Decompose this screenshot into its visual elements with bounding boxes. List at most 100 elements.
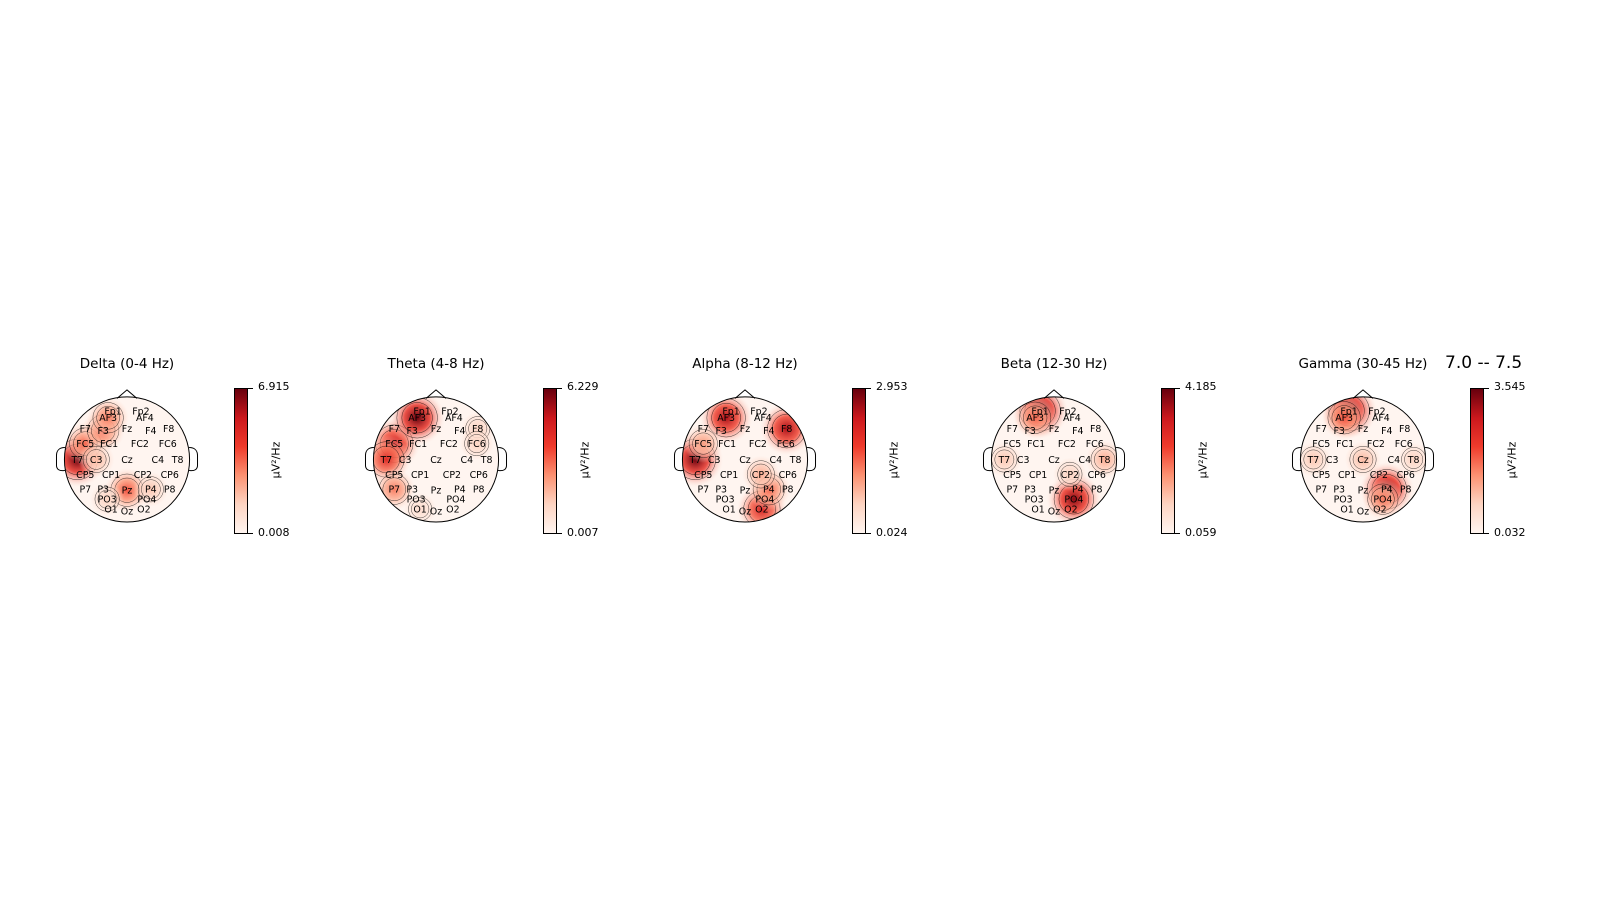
electrode-label: Pz	[740, 486, 751, 497]
power-hotspot	[1362, 478, 1404, 521]
electrode-label: CP6	[161, 470, 179, 481]
panel-title: Theta (4-8 Hz)	[387, 356, 485, 372]
band-panel: Delta (0-4 Hz) Fp1 Fp2 AF3 AF4 F7 F3 Fz F4 F8 FC5 F…	[22, 350, 322, 550]
electrode-label: F7	[1316, 424, 1327, 435]
electrode-label: Pz	[431, 486, 442, 497]
electrode-label: FC2	[1367, 439, 1385, 450]
power-map	[1300, 396, 1426, 521]
colorbar-max-label: 6.915	[258, 380, 290, 393]
colorbar-max-label: 2.953	[876, 380, 908, 393]
electrode-label: Cz	[430, 455, 442, 466]
electrode-label: P4	[454, 485, 466, 496]
electrode-label: Cz	[1357, 455, 1369, 466]
electrode-label: CP6	[1397, 470, 1415, 481]
colorbar-tick	[866, 388, 871, 389]
left-ear-outline	[55, 447, 66, 472]
electrode-label: CP2	[443, 470, 461, 481]
colorbar	[1161, 388, 1175, 534]
electrode-label: Pz	[1049, 486, 1060, 497]
electrode-label: P8	[164, 485, 176, 496]
electrode-label: Fz	[1049, 424, 1059, 435]
power-hotspot	[1053, 457, 1087, 492]
electrode-label: AF4	[1372, 413, 1390, 424]
electrode-label: F4	[454, 426, 465, 437]
colorbar	[234, 388, 248, 534]
colorbar-min-label: 0.008	[258, 526, 290, 539]
topomap: Fp1 Fp2 AF3 AF4 F7 F3 Fz F4 F8 FC5 FC1 FC2 FC6 T7 C3 Cz…	[1291, 389, 1435, 523]
electrode-label: P3	[1333, 485, 1345, 496]
right-ear-outline	[1424, 447, 1435, 472]
power-map	[991, 396, 1117, 523]
electrode-label: T8	[480, 455, 493, 466]
time-window-label: 7.0 -- 7.5	[1445, 353, 1523, 373]
electrode-label: P4	[1381, 485, 1393, 496]
contour-line	[382, 477, 407, 501]
electrode-label: F8	[163, 424, 174, 435]
electrode-label: AF4	[1063, 413, 1081, 424]
electrode-label: P4	[145, 485, 157, 496]
power-hotspot	[1321, 396, 1367, 440]
electrode-label: Cz	[121, 455, 133, 466]
electrode-label: C4	[1387, 455, 1400, 466]
electrode-label: C4	[151, 455, 164, 466]
electrode-label: P7	[79, 485, 91, 496]
electrode-label: FC5	[1312, 439, 1330, 450]
electrode-label: PO4	[137, 495, 156, 506]
head-outline	[63, 396, 191, 523]
topomap: Fp1 Fp2 AF3 AF4 F7 F3 Fz F4 F8 FC5 FC1 FC2 FC6 T7 C3 Cz…	[982, 389, 1126, 523]
colorbar-unit-label: µV²/Hz	[578, 441, 592, 479]
contour-line	[746, 460, 775, 489]
contour-line	[1094, 448, 1116, 471]
colorbar-tick	[248, 533, 253, 534]
electrode-label: AF3	[717, 413, 735, 424]
electrode-label: CP5	[76, 470, 94, 481]
colorbar-max-label: 3.545	[1494, 380, 1526, 393]
electrode-label: AF4	[445, 413, 463, 424]
contour-line	[994, 449, 1015, 470]
left-ear-outline	[673, 447, 684, 472]
electrode-label: F3	[406, 426, 417, 437]
colorbar-unit-label: µV²/Hz	[887, 441, 901, 479]
electrode-label: C3	[90, 455, 103, 466]
contour-line	[692, 432, 715, 455]
electrode-label: PO3	[407, 495, 426, 506]
panel-title: Beta (12-30 Hz)	[1000, 356, 1108, 372]
contour-line	[688, 429, 718, 459]
electrode-label: F7	[1007, 424, 1018, 435]
electrode-label: F3	[97, 426, 108, 437]
nose-outline	[425, 389, 447, 399]
electrode-label: Fp1	[722, 406, 739, 417]
electrode-label: FC1	[718, 439, 736, 450]
right-ear-outline	[806, 447, 817, 472]
electrode-label: FC5	[1003, 439, 1021, 450]
right-ear-outline	[1115, 447, 1126, 472]
colorbar-max-label: 4.185	[1185, 380, 1217, 393]
left-ear-outline	[1291, 447, 1302, 472]
electrode-label: FC6	[1395, 439, 1413, 450]
electrode-label: F7	[698, 424, 709, 435]
power-hotspot	[742, 455, 780, 494]
panel-title: Alpha (8-12 Hz)	[692, 356, 798, 372]
electrode-label: O2	[1064, 505, 1077, 516]
contour-line	[1057, 461, 1083, 487]
left-ear-outline	[982, 447, 993, 472]
electrode-label: FC1	[1336, 439, 1354, 450]
power-map	[682, 396, 808, 523]
electrode-label: Fp1	[413, 406, 430, 417]
electrode-label: FC2	[440, 439, 458, 450]
electrode-label: FC1	[1027, 439, 1045, 450]
electrode-label: CP2	[1370, 470, 1388, 481]
electrode-label: Fz	[122, 424, 132, 435]
electrode-label: F4	[1381, 426, 1392, 437]
colorbar-unit-label: µV²/Hz	[1196, 441, 1210, 479]
electrode-label: FC2	[1058, 439, 1076, 450]
electrode-label: CP5	[1312, 470, 1330, 481]
electrode-label: PO4	[1373, 495, 1392, 506]
panel-title: Gamma (30-45 Hz)	[1298, 356, 1428, 372]
contour-line	[1090, 445, 1117, 474]
electrode-label: Fp1	[104, 406, 121, 417]
electrode-label: Oz	[121, 507, 133, 518]
electrode-label: PO3	[716, 495, 735, 506]
electrode-label: T7	[379, 455, 392, 466]
